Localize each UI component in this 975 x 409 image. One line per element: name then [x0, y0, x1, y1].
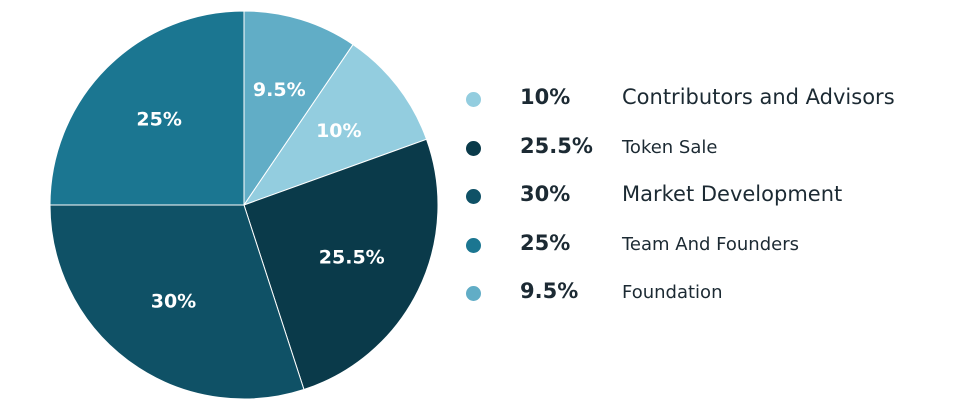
legend-swatch [466, 189, 481, 204]
pie-slice-label-token-sale: 25.5% [319, 246, 385, 268]
pie-slice-contributors-and-advisors [242, 43, 428, 206]
legend-swatch [466, 92, 481, 107]
legend-swatch [466, 140, 481, 156]
legend-percent: 25% [520, 230, 571, 255]
pie-slice-label-team-and-founders: 25% [136, 109, 181, 131]
legend-swatch [466, 286, 481, 301]
legend-item-token-sale: 25.5% Token Sale [462, 127, 962, 176]
legend-percent: 30% [520, 182, 571, 206]
pie-slice-market-development [49, 204, 305, 400]
legend-percent: 9.5% [520, 279, 579, 303]
legend-item-contributors-and-advisors: 10% Contributors and Advisors [462, 78, 962, 127]
legend-percent: 25.5% [520, 133, 593, 158]
chart-legend: 10% Contributors and Advisors 25.5% Toke… [462, 78, 962, 321]
pie-slice-foundation [243, 10, 354, 207]
legend-item-foundation: 9.5% Foundation [462, 272, 962, 321]
legend-label: Team And Founders [622, 233, 799, 255]
legend-swatch [466, 237, 481, 253]
legend-item-team-and-founders: 25% Team And Founders [462, 224, 962, 273]
legend-label: Token Sale [622, 136, 718, 158]
legend-label: Foundation [622, 282, 723, 303]
pie-slice-label-foundation: 9.5% [253, 79, 306, 101]
pie-slice-team-and-founders [49, 10, 245, 206]
legend-label: Contributors and Advisors [622, 85, 895, 109]
pie-slice-token-sale [243, 138, 439, 391]
legend-percent: 10% [520, 85, 571, 109]
legend-item-market-development: 30% Market Development [462, 175, 962, 224]
pie-slice-label-contributors-and-advisors: 10% [316, 120, 361, 142]
pie-slice-label-market-development: 30% [151, 291, 196, 313]
legend-label: Market Development [622, 182, 843, 206]
